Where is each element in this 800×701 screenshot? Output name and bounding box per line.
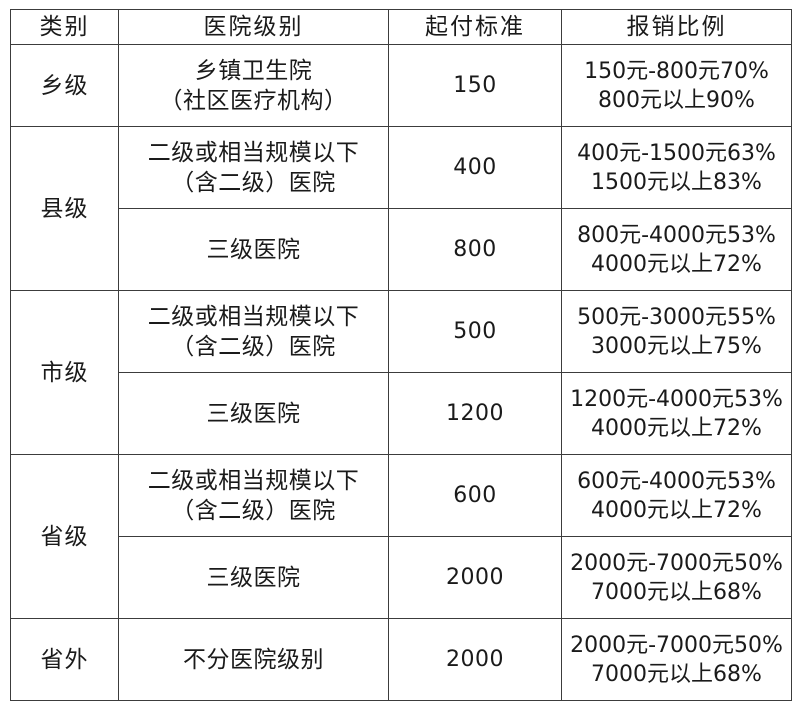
column-header-deductible: 起付标准	[388, 8, 562, 46]
cell-ratio: 2000元-7000元50% 7000元以上68%	[561, 618, 792, 701]
hospital-level-line-1: 二级或相当规模以下	[147, 467, 360, 494]
cell-deductible: 2000	[388, 618, 562, 701]
cell-ratio: 2000元-7000元50% 7000元以上68%	[561, 536, 792, 620]
hospital-level-line-2: （社区医疗机构）	[159, 87, 348, 114]
table-row: 乡级 乡镇卫生院 （社区医疗机构） 150 150元-800元70% 800元以…	[10, 44, 792, 128]
column-header-hospital-level: 医院级别	[118, 8, 389, 46]
ratio-line-1: 800元-4000元53%	[577, 222, 776, 248]
ratio-line-2: 800元以上90%	[598, 87, 755, 113]
ratio-line-1: 1200元-4000元53%	[570, 386, 783, 412]
ratio-line-1: 600元-4000元53%	[577, 468, 776, 494]
cell-deductible: 800	[388, 208, 562, 292]
hospital-level-line-1: 二级或相当规模以下	[147, 139, 360, 166]
hospital-level-line-2: （含二级）医院	[171, 333, 336, 360]
column-header-ratio: 报销比例	[561, 8, 792, 46]
ratio-line-2: 4000元以上72%	[591, 497, 762, 523]
reimbursement-table-container: 类别 医院级别 起付标准 报销比例 乡级 乡镇卫生院 （社区医疗机构） 150 …	[10, 8, 792, 701]
reimbursement-table: 类别 医院级别 起付标准 报销比例 乡级 乡镇卫生院 （社区医疗机构） 150 …	[10, 8, 792, 701]
table-row: 省外 不分医院级别 2000 2000元-7000元50% 7000元以上68%	[10, 618, 792, 701]
hospital-level-line-1: 三级医院	[206, 400, 301, 427]
hospital-level-line-1: 二级或相当规模以下	[147, 303, 360, 330]
table-row: 省级 二级或相当规模以下 （含二级）医院 600 600元-4000元53% 4…	[10, 454, 792, 620]
cell-deductible: 2000	[388, 536, 562, 620]
cell-category: 省级	[10, 454, 119, 620]
cell-deductible: 400	[388, 126, 562, 210]
hospital-level-line-1: 三级医院	[206, 236, 301, 263]
cell-category: 乡级	[10, 44, 119, 128]
table-body: 乡级 乡镇卫生院 （社区医疗机构） 150 150元-800元70% 800元以…	[10, 44, 792, 701]
table-header: 类别 医院级别 起付标准 报销比例	[10, 8, 792, 46]
cell-deductible: 500	[388, 290, 562, 374]
table-header-row: 类别 医院级别 起付标准 报销比例	[10, 8, 792, 46]
ratio-line-1: 2000元-7000元50%	[570, 632, 783, 658]
ratio-line-2: 7000元以上68%	[591, 661, 762, 687]
table-row: 三级医院 800 800元-4000元53% 4000元以上72%	[11, 208, 792, 292]
hospital-level-line-2: （含二级）医院	[171, 497, 336, 524]
cell-ratio: 1200元-4000元53% 4000元以上72%	[561, 372, 792, 456]
cell-deductible: 1200	[388, 372, 562, 456]
column-header-category: 类别	[10, 8, 119, 46]
ratio-line-1: 500元-3000元55%	[577, 304, 776, 330]
cell-hospital-level: 三级医院	[118, 536, 389, 620]
table-row: 市级 二级或相当规模以下 （含二级）医院 500 500元-3000元55% 3…	[10, 290, 792, 456]
ratio-line-1: 150元-800元70%	[584, 58, 769, 84]
cell-hospital-level: 二级或相当规模以下 （含二级）医院	[118, 290, 389, 374]
cell-category: 省外	[10, 618, 119, 701]
ratio-line-2: 4000元以上72%	[591, 415, 762, 441]
ratio-line-2: 3000元以上75%	[591, 333, 762, 359]
ratio-line-1: 400元-1500元63%	[577, 140, 776, 166]
cell-category: 县级	[10, 126, 119, 292]
ratio-line-1: 2000元-7000元50%	[570, 550, 783, 576]
cell-hospital-level: 二级或相当规模以下 （含二级）医院	[118, 126, 389, 210]
cell-ratio: 150元-800元70% 800元以上90%	[561, 44, 792, 128]
cell-deductible: 600	[388, 454, 562, 538]
cell-ratio: 500元-3000元55% 3000元以上75%	[561, 290, 792, 374]
hospital-level-line-2: （含二级）医院	[171, 169, 336, 196]
cell-category: 市级	[10, 290, 119, 456]
cell-hospital-level: 三级医院	[118, 372, 389, 456]
cell-hospital-level: 二级或相当规模以下 （含二级）医院	[118, 454, 389, 538]
hospital-level-line-1: 三级医院	[206, 564, 301, 591]
ratio-line-2: 4000元以上72%	[591, 251, 762, 277]
ratio-line-2: 1500元以上83%	[591, 169, 762, 195]
cell-ratio: 600元-4000元53% 4000元以上72%	[561, 454, 792, 538]
cell-ratio: 800元-4000元53% 4000元以上72%	[561, 208, 792, 292]
cell-hospital-level: 三级医院	[118, 208, 389, 292]
hospital-level-line-1: 不分医院级别	[183, 646, 324, 673]
table-row: 三级医院 2000 2000元-7000元50% 7000元以上68%	[11, 536, 792, 620]
hospital-level-line-1: 乡镇卫生院	[194, 57, 313, 84]
cell-deductible: 150	[388, 44, 562, 128]
table-row: 县级 二级或相当规模以下 （含二级）医院 400 400元-1500元63% 1…	[10, 126, 792, 292]
table-row: 三级医院 1200 1200元-4000元53% 4000元以上72%	[11, 372, 792, 456]
ratio-line-2: 7000元以上68%	[591, 579, 762, 605]
cell-ratio: 400元-1500元63% 1500元以上83%	[561, 126, 792, 210]
cell-hospital-level: 不分医院级别	[118, 618, 389, 701]
cell-hospital-level: 乡镇卫生院 （社区医疗机构）	[118, 44, 389, 128]
